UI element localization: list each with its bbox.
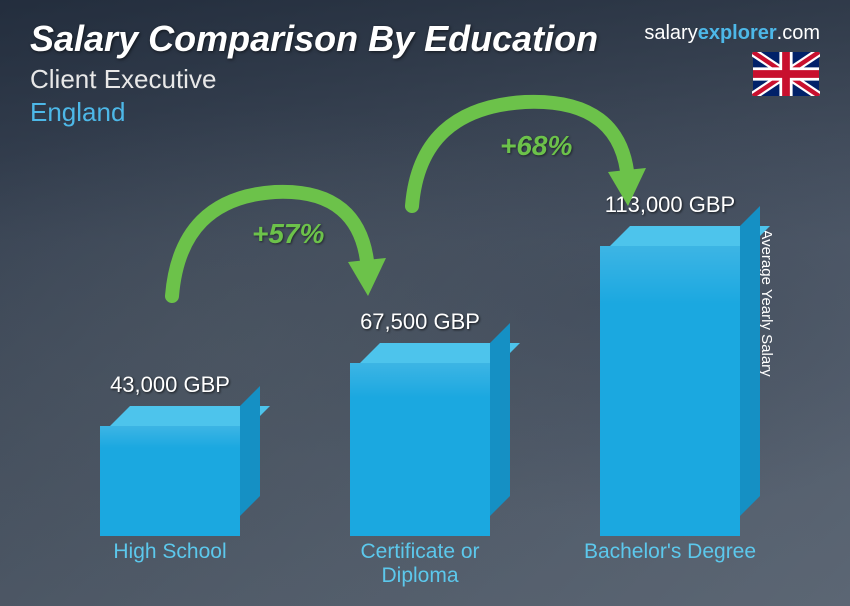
bar-front (600, 246, 740, 536)
bar-front (350, 363, 490, 536)
increase-percent: +57% (252, 218, 324, 250)
brand-accent: explorer (698, 22, 777, 44)
bar-group: 43,000 GBP (80, 426, 260, 536)
increase-percent: +68% (500, 130, 572, 162)
increase-arrow: +57% (160, 178, 390, 298)
category-label: Bachelor's Degree (570, 540, 770, 564)
bar-side (240, 386, 260, 516)
category-labels: High School Certificate or Diploma Bachelo… (60, 540, 770, 592)
bar (100, 426, 240, 536)
brand-plain: salary (644, 22, 697, 44)
bar-group: 113,000 GBP (580, 246, 760, 536)
bar-side (490, 323, 510, 516)
category-label: High School (70, 540, 270, 564)
bar (600, 246, 740, 536)
brand-label: salaryexplorer.com (644, 22, 820, 45)
brand-suffix: .com (777, 22, 820, 44)
bar-side (740, 206, 760, 516)
value-label: 43,000 GBP (70, 372, 270, 398)
increase-arrow: +68% (400, 88, 650, 208)
bar (350, 363, 490, 536)
value-label: 67,500 GBP (320, 309, 520, 335)
uk-flag-icon (752, 52, 820, 96)
bar-front (100, 426, 240, 536)
category-label: Certificate or Diploma (320, 540, 520, 588)
bar-group: 67,500 GBP (330, 363, 510, 536)
